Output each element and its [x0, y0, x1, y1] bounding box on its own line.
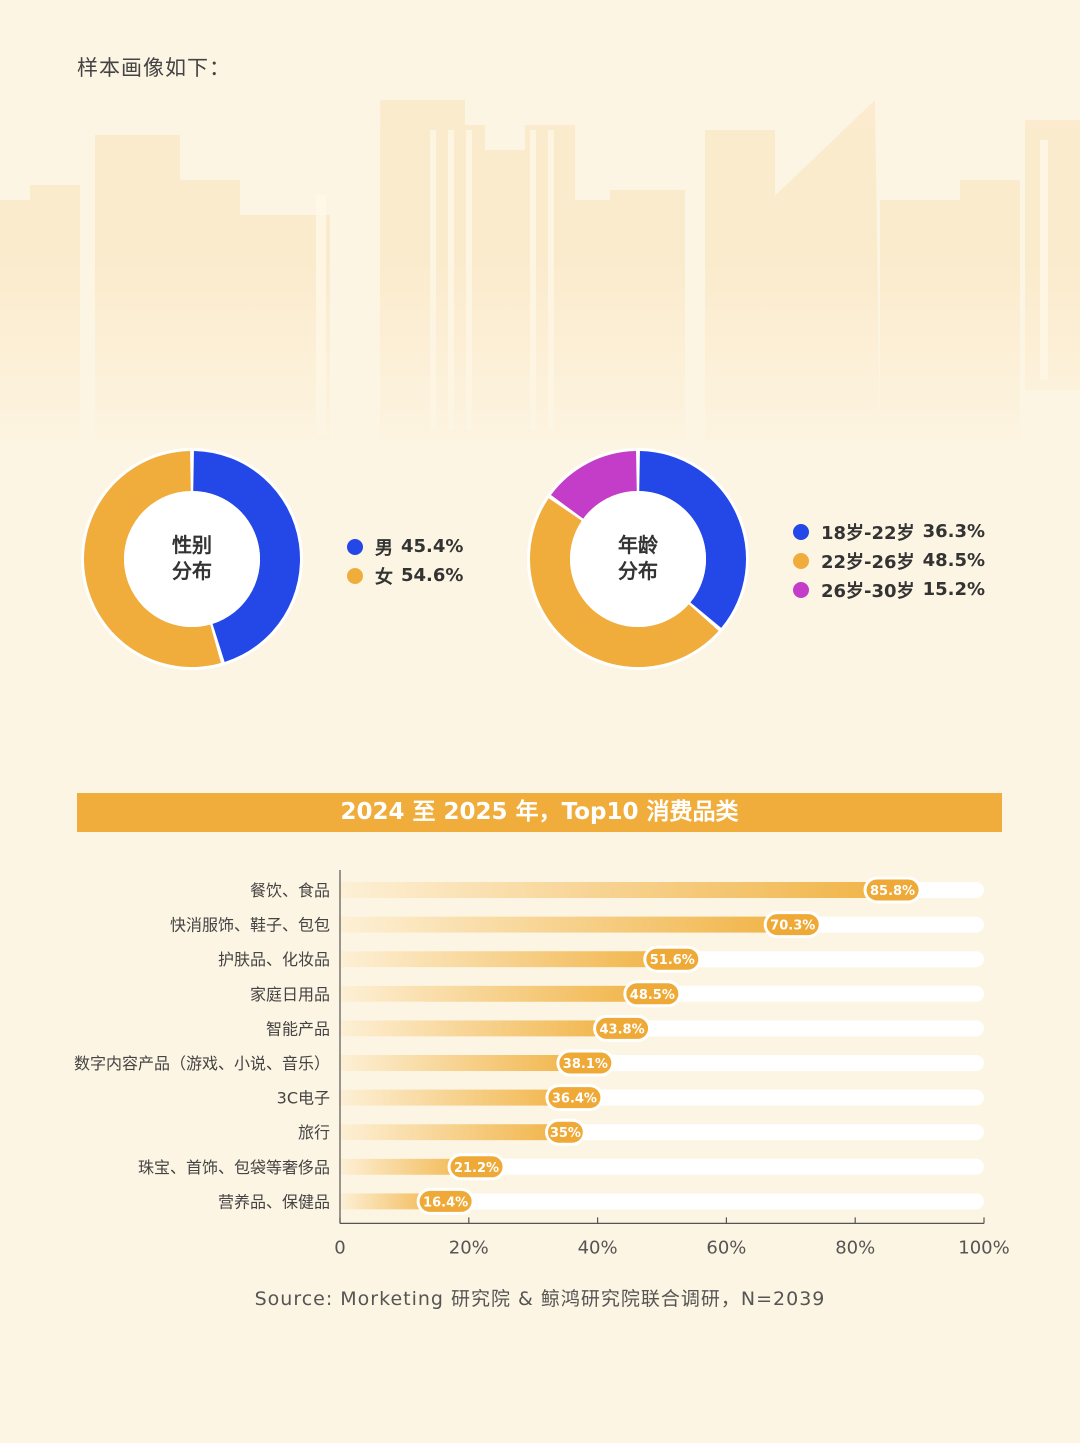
age-donut-slice-1	[530, 498, 719, 667]
legend-label: 女	[375, 566, 393, 588]
gender-donut-chart	[81, 448, 303, 670]
legend-label: 男	[375, 537, 393, 559]
bar-category-label: 护肤品、化妆品	[218, 950, 330, 969]
bar-category-label: 珠宝、首饰、包袋等奢侈品	[138, 1158, 330, 1177]
bar	[340, 882, 893, 898]
bar-value-label: 51.6%	[650, 953, 695, 968]
bar-track	[340, 1193, 984, 1210]
skyline-background	[0, 100, 1080, 470]
bar-value-label: 70.3%	[770, 919, 815, 934]
gender-legend: 男 45.4% 女 54.6%	[347, 532, 463, 590]
bar-value-pill	[556, 1049, 615, 1077]
age-donut-slice-2	[550, 451, 637, 519]
legend-value: 48.5%	[922, 550, 986, 571]
gender-legend-item-female: 女 54.6%	[347, 561, 463, 590]
bar-category-label: 智能产品	[266, 1019, 330, 1038]
bar	[340, 1089, 575, 1106]
bar-value-pill	[593, 1014, 652, 1042]
bar-value-label: 16.4%	[423, 1195, 468, 1210]
bar-value-label: 48.5%	[630, 988, 675, 1003]
bar	[340, 1124, 566, 1141]
age-donut-slice-0	[639, 451, 746, 628]
gender-donut-title: 性别 分布	[132, 532, 252, 584]
intro-text: 样本画像如下：	[77, 56, 231, 80]
bar	[340, 985, 653, 1002]
legend-dot	[347, 567, 363, 584]
gender-donut-title-line2: 分布	[172, 559, 212, 583]
bar	[340, 1055, 586, 1071]
legend-dot	[347, 538, 363, 555]
source-note: Source: Morketing 研究院 & 鲸鸿研究院联合调研，N=2039	[254, 1288, 826, 1310]
gender-donut-center-hole	[124, 491, 260, 627]
legend-value: 54.6%	[401, 565, 464, 586]
legend-label: 18岁-22岁	[821, 522, 915, 544]
bar-category-label: 3C电子	[277, 1089, 330, 1108]
bar-chart-title: 2024 至 2025 年，Top10 消费品类	[77, 793, 1002, 832]
bar-value-pill	[447, 1153, 506, 1181]
bar-value-label: 85.8%	[870, 884, 915, 899]
bar-value-pill	[545, 1084, 604, 1112]
age-legend: 18岁-22岁 36.3% 22岁-26岁 48.5% 26岁-30岁 15.2…	[793, 517, 985, 604]
bar-category-label: 家庭日用品	[250, 985, 330, 1004]
gender-donut-slice-0	[193, 451, 301, 662]
bar	[340, 916, 793, 933]
age-donut-title: 年龄 分布	[578, 532, 698, 584]
bar-value-label: 38.1%	[563, 1057, 608, 1072]
bar	[340, 1158, 477, 1175]
legend-dot	[793, 581, 809, 598]
x-tick-label: 80%	[835, 1237, 875, 1258]
x-tick-label: 20%	[449, 1237, 489, 1258]
legend-dot	[793, 523, 809, 540]
legend-label: 22岁-26岁	[821, 551, 915, 573]
bar-value-label: 21.2%	[454, 1161, 499, 1176]
age-donut-center-hole	[570, 491, 706, 627]
bar-value-label: 36.4%	[552, 1092, 597, 1107]
legend-value: 45.4%	[401, 536, 464, 557]
bar-value-pill	[545, 1118, 586, 1146]
legend-value: 15.2%	[922, 579, 986, 600]
gender-donut-slice-1	[84, 451, 221, 667]
bar-value-pill	[643, 945, 702, 973]
age-donut-chart	[527, 448, 749, 670]
x-tick-label: 60%	[706, 1237, 746, 1258]
bar-category-label: 餐饮、食品	[250, 881, 330, 900]
gender-legend-item-male: 男 45.4%	[347, 532, 463, 561]
bar-category-label: 旅行	[298, 1123, 330, 1142]
bar	[340, 1020, 623, 1037]
x-tick-label: 100%	[958, 1237, 1009, 1258]
x-tick-label: 40%	[578, 1237, 618, 1258]
legend-value: 36.3%	[922, 521, 986, 542]
bar-category-label: 营养品、保健品	[218, 1192, 330, 1211]
age-legend-item-26-30: 26岁-30岁 15.2%	[793, 575, 985, 604]
bar-value-pill	[863, 876, 922, 904]
age-legend-item-22-26: 22岁-26岁 48.5%	[793, 546, 985, 575]
bar-category-label: 数字内容产品（游戏、小说、音乐）	[74, 1054, 330, 1073]
age-legend-item-18-22: 18岁-22岁 36.3%	[793, 517, 985, 546]
bar-category-label: 快消服饰、鞋子、包包	[170, 916, 330, 935]
legend-label: 26岁-30岁	[821, 580, 915, 602]
bar-value-pill	[623, 980, 682, 1008]
legend-dot	[793, 552, 809, 569]
bar-value-pill	[763, 911, 822, 939]
top10-bar-chart: 85.8% 餐饮、食品 70.3% 快消服饰、鞋子、包包 51.6% 护肤品、化妆品 48.…	[74, 870, 1010, 1258]
age-donut-title-line1: 年龄	[618, 533, 658, 557]
gender-donut-title-line1: 性别	[172, 533, 212, 557]
age-donut-title-line2: 分布	[618, 559, 658, 583]
x-tick-label: 0	[334, 1237, 345, 1258]
bar-value-label: 43.8%	[600, 1022, 645, 1037]
bar-value-pill	[416, 1187, 475, 1215]
bar-value-label: 35%	[550, 1126, 581, 1141]
bar	[340, 951, 673, 968]
